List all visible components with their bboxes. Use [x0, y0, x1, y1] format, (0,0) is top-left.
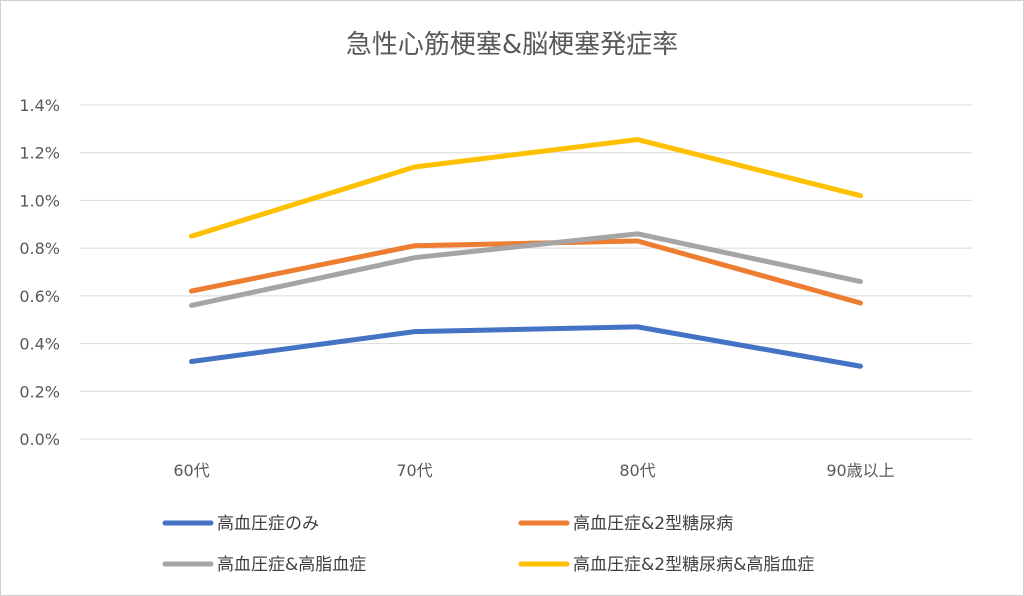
series-line — [189, 238, 863, 306]
legend-item: 高血圧症&高脂血症 — [162, 555, 366, 575]
y-tick-label: 1.2% — [19, 144, 60, 163]
y-axis-tick-labels: 0.0% 0.2% 0.4% 0.6% 0.8% 1.0% 1.2% 1.4% — [19, 96, 60, 449]
y-tick-label: 1.0% — [19, 191, 60, 210]
legend-label: 高血圧症のみ — [217, 514, 319, 534]
y-tick-label: 0.2% — [19, 382, 60, 401]
series-line — [189, 231, 863, 308]
x-tick-label: 70代 — [396, 461, 432, 480]
x-tick-label: 80代 — [619, 461, 655, 480]
y-tick-label: 0.0% — [19, 430, 60, 449]
series-line — [189, 324, 863, 369]
y-tick-label: 0.8% — [19, 239, 60, 258]
chart-title: 急性心筋梗塞&脳梗塞発症率 — [346, 30, 678, 60]
legend-item: 高血圧症のみ — [162, 514, 319, 534]
series-line — [189, 137, 863, 239]
legend-label: 高血圧症&2型糖尿病 — [573, 514, 733, 534]
legend-item: 高血圧症&2型糖尿病&高脂血症 — [518, 555, 814, 575]
x-tick-label: 60代 — [173, 461, 209, 480]
x-axis-tick-labels: 60代 70代 80代 90歳以上 — [173, 461, 894, 480]
y-tick-label: 0.4% — [19, 335, 60, 354]
x-tick-label: 90歳以上 — [826, 461, 894, 480]
legend-label: 高血圧症&2型糖尿病&高脂血症 — [573, 555, 814, 575]
y-tick-label: 1.4% — [19, 96, 60, 115]
series-lines — [189, 137, 863, 369]
legend-label: 高血圧症&高脂血症 — [217, 555, 366, 575]
y-tick-label: 0.6% — [19, 287, 60, 306]
legend-item: 高血圧症&2型糖尿病 — [518, 514, 733, 534]
